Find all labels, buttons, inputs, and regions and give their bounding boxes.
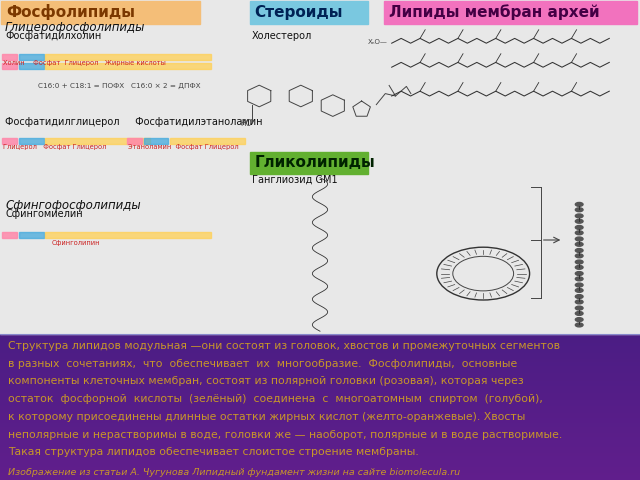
Ellipse shape bbox=[575, 219, 583, 223]
Bar bbox=[2, 63, 17, 69]
Bar bbox=[45, 54, 211, 60]
Text: Сфингомиелин: Сфингомиелин bbox=[5, 209, 83, 218]
Text: Фосфолипиды: Фосфолипиды bbox=[6, 4, 136, 21]
Bar bbox=[19, 138, 44, 144]
Bar bbox=[127, 138, 142, 144]
Ellipse shape bbox=[575, 283, 583, 287]
Ellipse shape bbox=[575, 208, 583, 212]
Bar bbox=[2, 54, 17, 60]
Bar bbox=[19, 63, 44, 69]
Ellipse shape bbox=[575, 295, 583, 299]
Bar bbox=[19, 54, 44, 60]
Text: Структура липидов модульная —они состоят из головок, хвостов и промежуточных сег: Структура липидов модульная —они состоят… bbox=[8, 341, 559, 351]
Ellipse shape bbox=[575, 237, 583, 241]
Bar bbox=[45, 138, 150, 144]
Ellipse shape bbox=[575, 214, 583, 218]
Ellipse shape bbox=[575, 306, 583, 310]
Text: Глицерол   Фосфат Глицерол: Глицерол Фосфат Глицерол bbox=[3, 144, 107, 150]
Text: Ганглиозид GM1: Ганглиозид GM1 bbox=[252, 175, 337, 185]
Ellipse shape bbox=[575, 300, 583, 304]
Text: остаток  фосфорной  кислоты  (зелёный)  соединена  с  многоатомным  спиртом  (го: остаток фосфорной кислоты (зелёный) соед… bbox=[8, 394, 543, 404]
Text: в разных  сочетаниях,  что  обеспечивает  их  многообразие.  Фосфолипиды,  основ: в разных сочетаниях, что обеспечивает их… bbox=[8, 359, 517, 369]
Ellipse shape bbox=[575, 265, 583, 269]
Ellipse shape bbox=[575, 318, 583, 322]
Ellipse shape bbox=[575, 249, 583, 252]
Text: Холестерол: Холестерол bbox=[252, 31, 312, 40]
Bar bbox=[0, 0, 640, 334]
Ellipse shape bbox=[575, 231, 583, 235]
Text: Такая структура липидов обеспечивает слоистое строение мембраны.: Такая структура липидов обеспечивает сло… bbox=[8, 447, 419, 457]
Ellipse shape bbox=[575, 242, 583, 246]
Text: Изображение из статьи А. Чугунова Липидный фундамент жизни на сайте biomolecula.: Изображение из статьи А. Чугунова Липидн… bbox=[8, 468, 460, 477]
Text: Фосфатидилглицерол     Фосфатидилэтаноламин: Фосфатидилглицерол Фосфатидилэтаноламин bbox=[5, 118, 262, 127]
Ellipse shape bbox=[575, 323, 583, 327]
Bar bbox=[2, 138, 17, 144]
Text: компоненты клеточных мембран, состоят из полярной головки (розовая), которая чер: компоненты клеточных мембран, состоят из… bbox=[8, 376, 524, 386]
Text: Фосфатидилхолин: Фосфатидилхолин bbox=[5, 31, 101, 40]
Ellipse shape bbox=[575, 277, 583, 281]
Ellipse shape bbox=[575, 203, 583, 206]
Bar bbox=[144, 138, 168, 144]
Text: Стероиды: Стероиды bbox=[255, 5, 343, 20]
Text: к которому присоединены длинные остатки жирных кислот (желто-оранжевые). Хвосты: к которому присоединены длинные остатки … bbox=[8, 412, 525, 422]
Ellipse shape bbox=[575, 312, 583, 315]
Bar bbox=[250, 152, 368, 174]
Text: Холин    Фосфат  Глицерол   Жирные кислоты: Холин Фосфат Глицерол Жирные кислоты bbox=[3, 60, 166, 66]
Bar bbox=[45, 63, 211, 69]
Text: Липиды мембран архей: Липиды мембран архей bbox=[389, 5, 600, 20]
Bar bbox=[2, 232, 17, 238]
Text: Сфингофосфолипиды: Сфингофосфолипиды bbox=[5, 199, 141, 212]
Bar bbox=[19, 232, 44, 238]
Ellipse shape bbox=[575, 254, 583, 258]
Text: C16:0 + C18:1 = ПОФХ   C16:0 × 2 = ДПФХ: C16:0 + C18:1 = ПОФХ C16:0 × 2 = ДПФХ bbox=[38, 84, 201, 89]
Bar bbox=[384, 1, 637, 24]
Bar bbox=[170, 138, 245, 144]
Text: Этаноламин  Фосфат Глицерол: Этаноламин Фосфат Глицерол bbox=[128, 144, 239, 150]
Text: Гликолипиды: Гликолипиды bbox=[255, 155, 376, 170]
Text: Глицерофосфолипиды: Глицерофосфолипиды bbox=[5, 21, 145, 34]
Text: XₙO—: XₙO— bbox=[368, 39, 388, 45]
Ellipse shape bbox=[575, 260, 583, 264]
Text: HO: HO bbox=[240, 120, 252, 128]
Text: Сфинголипин: Сфинголипин bbox=[51, 240, 100, 246]
Text: неполярные и нерастворимы в воде, головки же — наоборот, полярные и в воде раств: неполярные и нерастворимы в воде, головк… bbox=[8, 430, 562, 440]
Bar bbox=[45, 232, 211, 238]
Ellipse shape bbox=[575, 272, 583, 276]
Bar bbox=[1, 1, 200, 24]
Bar bbox=[250, 1, 368, 24]
Ellipse shape bbox=[575, 288, 583, 292]
Ellipse shape bbox=[575, 226, 583, 229]
